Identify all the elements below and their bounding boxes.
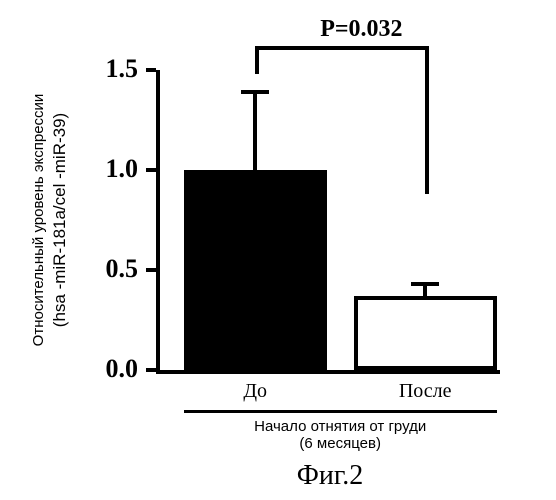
- error-bar-cap: [411, 282, 439, 286]
- y-axis-title: Относительный уровень экспрессии (hsa -m…: [30, 94, 70, 347]
- significance-bracket-left: [255, 46, 259, 74]
- y-tick-label: 0.0: [0, 354, 138, 384]
- y-axis-title-line1: Относительный уровень экспрессии: [30, 94, 49, 347]
- y-tick: [146, 68, 156, 72]
- significance-bracket-right: [425, 46, 429, 194]
- error-bar: [253, 90, 257, 170]
- x-axis-subtitle: Начало отнятия от груди (6 месяцев): [254, 418, 426, 452]
- y-tick: [146, 268, 156, 272]
- x-axis-line: [156, 370, 500, 374]
- y-tick: [146, 168, 156, 172]
- error-bar-cap: [241, 90, 269, 94]
- y-tick-label: 1.5: [0, 54, 138, 84]
- significance-bracket: [255, 46, 429, 50]
- figure-caption: Фиг.2: [297, 460, 363, 492]
- x-category-label: После: [399, 380, 452, 403]
- bar-after: [354, 296, 497, 370]
- figure-root: 0.0 0.5 1.0 1.5 Относительный уровень эк…: [0, 0, 556, 500]
- y-axis-line: [156, 70, 160, 374]
- x-axis-subtitle-line2: (6 месяцев): [254, 435, 426, 452]
- x-axis-subtitle-line1: Начало отнятия от груди: [254, 418, 426, 435]
- y-tick: [146, 368, 156, 372]
- x-category-underline: [184, 410, 497, 413]
- x-category-label: До: [243, 380, 267, 403]
- bar-before: [184, 170, 327, 370]
- p-value-label: P=0.032: [320, 16, 402, 43]
- y-axis-title-line2: (hsa -miR-181a/cel -miR-39): [49, 94, 70, 347]
